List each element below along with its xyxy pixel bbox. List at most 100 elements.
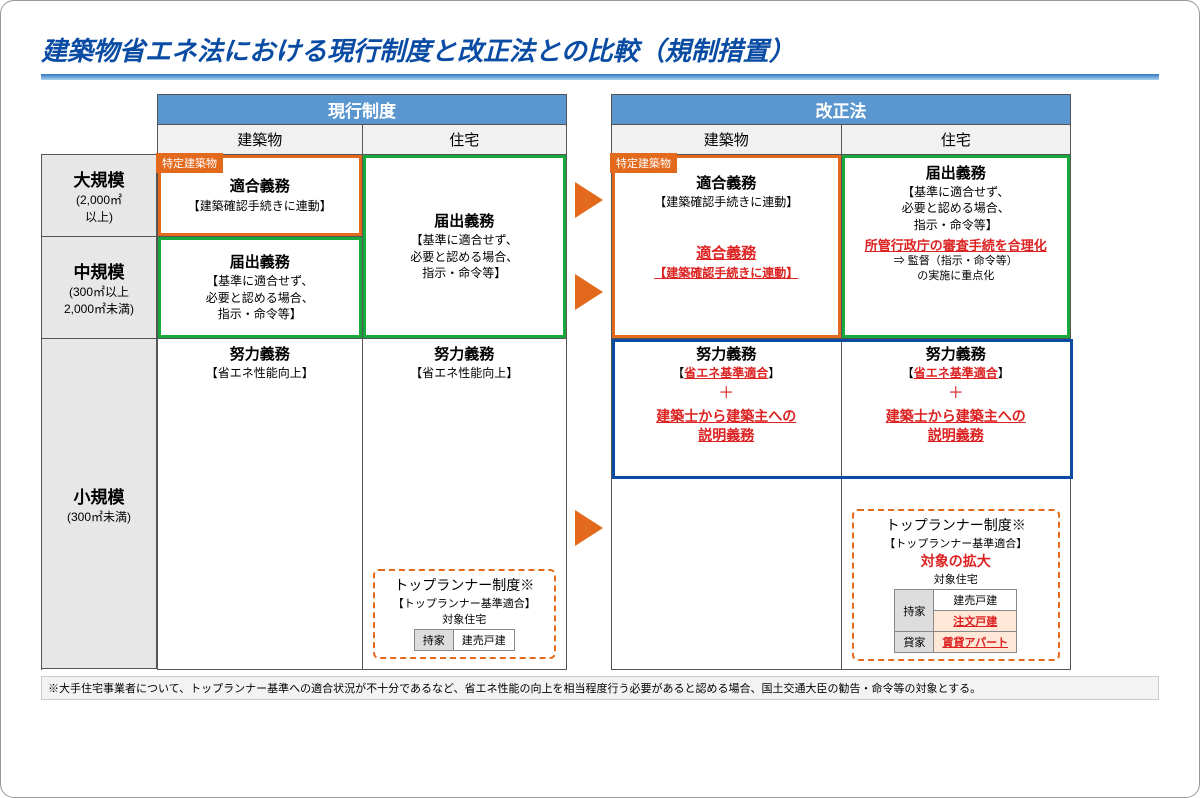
A-house-merged-box: 届出義務 【基準に適合せず、 必要と認める場合、 指示・命令等】 <box>363 155 567 338</box>
A-bld-small-box: 努力義務 【省エネ性能向上】 <box>158 345 362 381</box>
A-bld-mid: 届出義務 【基準に適合せず、 必要と認める場合、 指示・命令等】 <box>158 237 362 339</box>
B-house-small-extra: 建築士から建築主への 説明義務 <box>886 407 1026 445</box>
A-bld-large-s: 【建築確認手続きに連動】 <box>188 198 332 214</box>
A-house-small: 努力義務 【省エネ性能向上】 トップランナー制度※ 【トップランナー基準適合】 … <box>363 339 567 669</box>
B-bld-small-t: 努力義務 <box>696 345 756 365</box>
row-label-large: 大規模 (2,000㎡ 以上) <box>42 155 157 237</box>
B-house-merged-note: ⇒ 監督（指示・命令等） の実施に重点化 <box>894 254 1018 284</box>
tableA-body: 特定建築物 適合義務 【建築確認手続きに連動】 届出義務 【基準に適合せず、 必… <box>158 155 566 669</box>
arrow-icon <box>575 274 603 310</box>
B-house-small: 努力義務 【省エネ基準適合】 ＋ 建築士から建築主への 説明義務 トップランナー… <box>842 339 1071 669</box>
plus-icon: ＋ <box>718 383 734 405</box>
row-small-sub: (300㎡未満) <box>67 508 131 525</box>
tableA-col-building: 特定建築物 適合義務 【建築確認手続きに連動】 届出義務 【基準に適合せず、 必… <box>158 155 363 669</box>
A-house-small-t: 努力義務 <box>434 345 494 365</box>
A-tr-title: トップランナー制度※ <box>381 575 549 595</box>
B-house-toprunner: トップランナー制度※ 【トップランナー基準適合】 対象の拡大 対象住宅 持家 建… <box>846 505 1067 665</box>
A-house-small-s: 【省エネ性能向上】 <box>410 365 518 381</box>
B-tr-head: 対象住宅 <box>860 571 1053 587</box>
B-bld-mid-s: 【建築確認手続きに連動】 <box>654 265 798 281</box>
A-bld-small-t: 努力義務 <box>230 345 290 365</box>
A-tr-sub: 【トップランナー基準適合】 <box>381 595 549 611</box>
row-mid-name: 中規模 <box>74 258 125 283</box>
tableA-header: 現行制度 <box>158 95 566 125</box>
comparison-layout: 大規模 (2,000㎡ 以上) 中規模 (300㎡以上 2,000㎡未満) 小規… <box>41 94 1159 670</box>
table-current: 現行制度 建築物 住宅 特定建築物 適合義務 【建築確認手続きに連動】 <box>157 94 567 670</box>
A-bld-mid-s: 【基準に適合せず、 必要と認める場合、 指示・命令等】 <box>206 273 314 322</box>
B-tr-expand: 対象の拡大 <box>860 551 1053 571</box>
tableB-header: 改正法 <box>612 95 1070 125</box>
A-bld-mid-box: 届出義務 【基準に適合せず、 必要と認める場合、 指示・命令等】 <box>158 237 362 338</box>
B-bld-large-s: 【建築確認手続きに連動】 <box>654 194 798 210</box>
tableA-col1: 建築物 <box>158 125 363 155</box>
page: 建築物省エネ法における現行制度と改正法との比較（規制措置） 大規模 (2,000… <box>0 0 1200 798</box>
A-house-small-box: 努力義務 【省エネ性能向上】 <box>363 345 567 381</box>
badge-tokutei-A: 特定建築物 <box>156 153 223 173</box>
arrows-column <box>567 154 611 670</box>
tableB-col-building: 特定建築物 適合義務 【建築確認手続きに連動】 適合義務 【建築確認手続きに連動… <box>612 155 842 669</box>
B-tr-r2c1: 貸家 <box>895 632 934 653</box>
tableB-col1: 建築物 <box>612 125 842 155</box>
B-house-merged-s: 【基準に適合せず、 必要と認める場合、 指示・命令等】 <box>902 184 1010 233</box>
badge-tokutei-B: 特定建築物 <box>610 153 677 173</box>
A-tr-r1c1: 持家 <box>414 630 453 651</box>
B-tr-r1c2a: 建売戸建 <box>934 590 1017 611</box>
A-bld-large-t: 適合義務 <box>230 177 290 197</box>
row-large-sub: (2,000㎡ 以上) <box>76 191 122 225</box>
A-bld-mid-t: 届出義務 <box>230 253 290 273</box>
B-house-small-t: 努力義務 <box>926 345 986 365</box>
B-bld-small-box: 努力義務 【省エネ基準適合】 ＋ 建築士から建築主への 説明義務 <box>612 345 841 445</box>
row-label-mid: 中規模 (300㎡以上 2,000㎡未満) <box>42 237 157 339</box>
B-house-merged: 届出義務 【基準に適合せず、 必要と認める場合、 指示・命令等】 所管行政庁の審… <box>842 155 1071 339</box>
B-house-small-s: 省エネ基準適合 <box>914 366 998 380</box>
B-house-merged-box: 届出義務 【基準に適合せず、 必要と認める場合、 指示・命令等】 所管行政庁の審… <box>842 155 1071 338</box>
B-house-merged-t: 届出義務 <box>926 164 986 184</box>
A-tr-table: 持家 建売戸建 <box>414 629 515 651</box>
B-tr-table: 持家 建売戸建 注文戸建 貸家 賃貸アパート <box>894 589 1017 653</box>
B-tr-r1c2b: 注文戸建 <box>953 616 997 628</box>
B-bld-small-extra: 建築士から建築主への 説明義務 <box>656 407 796 445</box>
B-bld-merged-box: 適合義務 【建築確認手続きに連動】 適合義務 【建築確認手続きに連動】 <box>612 155 841 338</box>
A-tr-r1c2: 建売戸建 <box>453 630 514 651</box>
row-small-name: 小規模 <box>74 483 125 508</box>
page-title: 建築物省エネ法における現行制度と改正法との比較（規制措置） <box>41 31 1159 72</box>
A-house-merged-s: 【基準に適合せず、 必要と認める場合、 指示・命令等】 <box>410 232 518 281</box>
row-labels: 大規模 (2,000㎡ 以上) 中規模 (300㎡以上 2,000㎡未満) 小規… <box>41 154 157 670</box>
plus-icon: ＋ <box>948 383 964 405</box>
B-tr-title: トップランナー制度※ <box>860 515 1053 535</box>
A-bld-small: 努力義務 【省エネ性能向上】 <box>158 339 362 669</box>
A-tr-head: 対象住宅 <box>381 611 549 627</box>
A-house-merged: 届出義務 【基準に適合せず、 必要と認める場合、 指示・命令等】 <box>363 155 567 339</box>
A-bld-large: 特定建築物 適合義務 【建築確認手続きに連動】 <box>158 155 362 237</box>
A-bld-small-s: 【省エネ性能向上】 <box>206 365 314 381</box>
B-house-small-box: 努力義務 【省エネ基準適合】 ＋ 建築士から建築主への 説明義務 <box>842 345 1071 445</box>
arrow-icon <box>575 510 603 546</box>
A-house-tr-box: トップランナー制度※ 【トップランナー基準適合】 対象住宅 持家 建売戸建 <box>373 569 557 659</box>
B-bld-large-t: 適合義務 <box>696 174 756 194</box>
B-tr-sub: 【トップランナー基準適合】 <box>860 535 1053 551</box>
title-block: 建築物省エネ法における現行制度と改正法との比較（規制措置） <box>41 31 1159 80</box>
A-house-merged-t: 届出義務 <box>434 212 494 232</box>
row-large-name: 大規模 <box>74 166 125 191</box>
B-tr-r1c1: 持家 <box>895 590 934 632</box>
B-house-merged-red: 所管行政庁の審査手続を合理化 <box>865 237 1047 255</box>
B-bld-mid-t: 適合義務 <box>696 244 756 264</box>
B-bld-small: 努力義務 【省エネ基準適合】 ＋ 建築士から建築主への 説明義務 <box>612 339 841 669</box>
arrow-icon <box>575 182 603 218</box>
tableA-col-house: 届出義務 【基準に適合せず、 必要と認める場合、 指示・命令等】 努力義務 【省… <box>363 155 567 669</box>
A-house-toprunner: トップランナー制度※ 【トップランナー基準適合】 対象住宅 持家 建売戸建 <box>367 565 563 663</box>
tableA-subheader: 建築物 住宅 <box>158 125 566 155</box>
tableB-subheader: 建築物 住宅 <box>612 125 1070 155</box>
B-bld-merged: 特定建築物 適合義務 【建築確認手続きに連動】 適合義務 【建築確認手続きに連動… <box>612 155 841 339</box>
B-tr-r2c2: 賃貸アパート <box>942 637 1008 649</box>
B-house-tr-box: トップランナー制度※ 【トップランナー基準適合】 対象の拡大 対象住宅 持家 建… <box>852 509 1061 661</box>
tableB-col-house: 届出義務 【基準に適合せず、 必要と認める場合、 指示・命令等】 所管行政庁の審… <box>842 155 1071 669</box>
row-label-small: 小規模 (300㎡未満) <box>42 339 157 669</box>
tableB-body: 特定建築物 適合義務 【建築確認手続きに連動】 適合義務 【建築確認手続きに連動… <box>612 155 1070 669</box>
tableA-col2: 住宅 <box>363 125 567 155</box>
table-revised: 改正法 建築物 住宅 特定建築物 適合義務 【建築確認手続きに連動】 <box>611 94 1071 670</box>
footnote: ※大手住宅事業者について、トップランナー基準への適合状況が不十分であるなど、省エ… <box>41 676 1159 700</box>
B-bld-small-s: 省エネ基準適合 <box>684 366 768 380</box>
row-mid-sub: (300㎡以上 2,000㎡未満) <box>64 283 134 317</box>
tableB-col2: 住宅 <box>842 125 1071 155</box>
